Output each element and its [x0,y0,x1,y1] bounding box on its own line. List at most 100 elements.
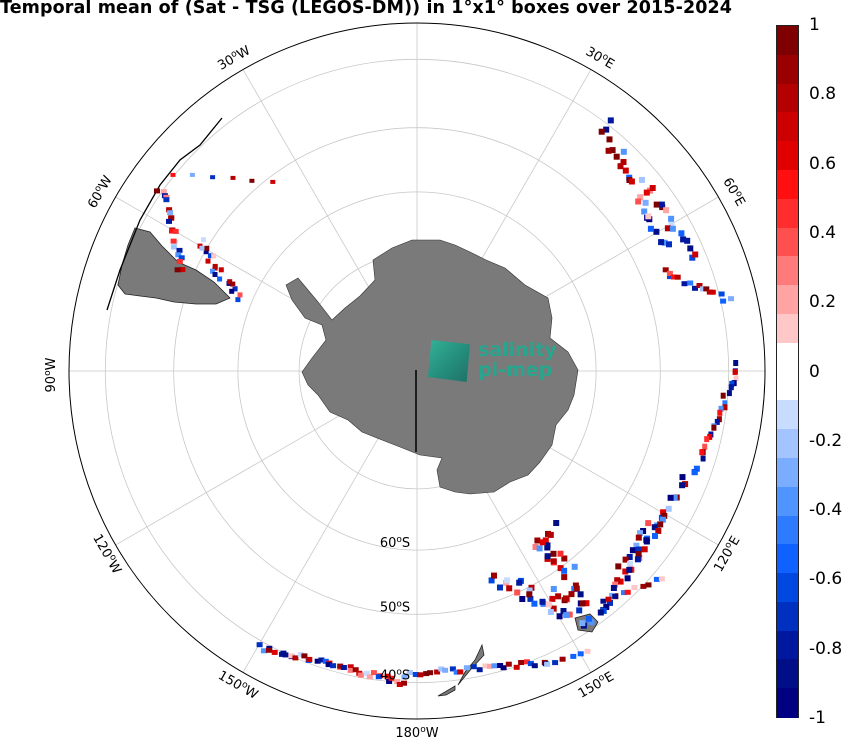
observation-cell [653,201,660,208]
observation-cell [622,556,629,563]
observation-cell [249,178,255,183]
observation-cell [670,274,677,280]
observation-cell [337,663,344,669]
observation-cell [401,674,408,680]
colorbar-segment [777,141,798,171]
observation-cell [689,254,696,261]
observation-cell [642,199,649,206]
observation-cell [539,539,546,546]
observation-cell [617,578,624,585]
map-title: Temporal mean of (Sat - TSG (LEGOS-DM)) … [0,0,733,18]
new-zealand-landmass [437,643,485,697]
observation-cell [531,600,538,607]
observation-cell [271,649,278,655]
observation-cell [657,521,664,528]
observation-cell [536,545,543,552]
observation-cell [555,593,562,600]
observation-cell [733,375,739,382]
observation-cell [230,175,236,180]
observation-cell [203,249,209,255]
observation-cell [658,201,665,208]
observation-cell [513,664,520,670]
colorbar-tick-label: -0.4 [809,500,843,521]
observation-cell [622,568,629,575]
observation-cell [714,418,720,425]
observation-cell [497,584,503,591]
observation-cell [717,409,723,416]
observation-cell [476,667,483,673]
observation-cell [212,263,218,269]
observation-cell [620,159,627,165]
observation-cell [622,167,629,174]
observation-cell [524,659,530,665]
observation-cell [583,600,590,607]
logo-mark-icon [428,340,470,382]
colorbar-segment [777,573,798,603]
observation-cell [699,449,705,456]
observation-cell [552,660,559,666]
observation-cell [550,550,557,557]
observation-cell [666,241,672,248]
observation-cell [292,655,299,661]
longitude-label: 90oW [43,357,59,392]
observation-cell [330,663,337,669]
observation-cell [606,136,613,143]
observation-cell [658,239,665,246]
observation-cell [306,656,313,662]
observation-cell [692,285,698,291]
observation-cell [449,666,456,672]
colorbar-tick-label: 0.8 [809,84,837,105]
observation-cell [265,647,272,653]
map-frame [68,22,766,720]
colorbar-segment [777,54,798,85]
observation-cell [170,172,176,177]
observation-cell [627,560,634,567]
observation-cell [170,238,177,244]
observation-cell [603,604,610,610]
colorbar-segment [777,371,798,401]
observation-cell [557,565,564,572]
observation-cell [628,178,635,185]
observation-cell [434,669,441,675]
land-layer [106,117,599,697]
observation-cell [534,537,541,544]
observation-cell [563,595,569,602]
observation-boxes [154,117,739,687]
observation-cell [612,593,619,599]
observation-cell [352,667,359,673]
colorbar-segment [777,256,798,286]
observation-cell [488,577,495,584]
colorbar-tick-label: -0.8 [809,638,843,659]
logo-line-1: salinity [478,339,557,361]
observation-cell [667,494,674,501]
observation-cell [720,392,726,399]
longitude-label: 120oE [710,533,743,574]
colorbar-segment [777,112,798,142]
observation-cell [660,509,667,516]
observation-cell [544,661,551,667]
observation-cell [621,590,627,596]
observation-cell [201,237,206,243]
observation-cell [653,576,660,582]
observation-cell [166,207,173,213]
observation-cell [531,663,538,669]
colorbar-segment [777,544,798,574]
colorbar-segment [777,429,798,459]
observation-cell [641,546,648,553]
observation-cell [651,524,658,531]
observation-cell [641,208,648,215]
latitude-label: 60oS [380,535,410,551]
observation-cell [388,675,395,681]
observation-cell [729,380,735,387]
latitude-label: 40oS [380,668,410,684]
observation-cell [626,554,633,560]
observation-cell [547,531,554,538]
observation-cell [661,512,668,519]
observation-cell [347,667,354,673]
observation-cell [504,577,511,584]
colorbar-segment [777,400,798,430]
observation-cell [532,544,539,550]
observation-cell [667,274,673,280]
observation-cell [526,591,533,598]
